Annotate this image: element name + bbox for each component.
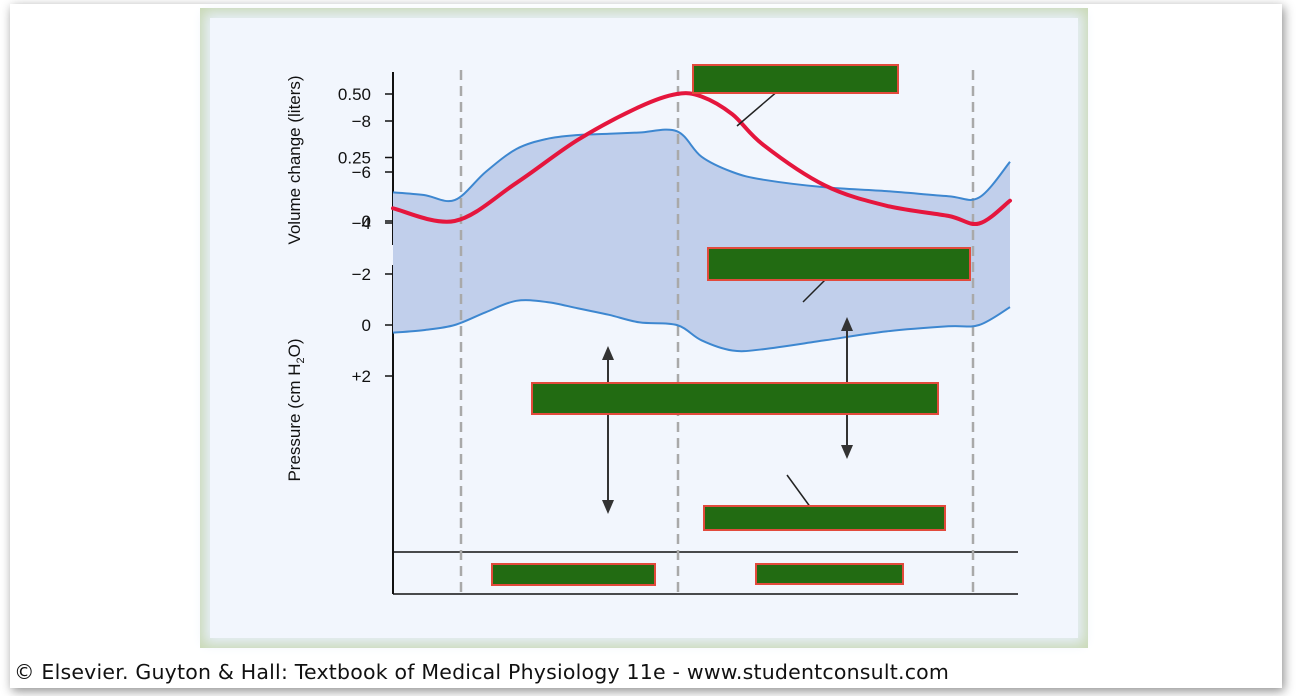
volume-axis-label: Volume change (liters) (285, 75, 304, 244)
inspiration-phase-box (491, 563, 656, 586)
alveolar-pressure-line (392, 299, 1011, 353)
transpulmonary-pressure-annotation-box (531, 382, 939, 415)
pressure-tick-label: −4 (352, 214, 371, 233)
pressure-upper-pointer (802, 278, 827, 303)
pressure-lower-pointer (786, 474, 812, 509)
pleural-pressure-line (392, 128, 1011, 203)
pressure-tick-label: −6 (352, 163, 371, 182)
pressure-tick-label: −2 (352, 265, 371, 284)
copyright-footer: © Elsevier. Guyton & Hall: Textbook of M… (14, 660, 950, 684)
alveolar-pressure-annotation-box (707, 247, 971, 281)
inspiration-gradient-arrow (602, 346, 614, 514)
pressure-band-fill (393, 129, 1010, 352)
pressure-axis-label: Pressure (cm H2O) (285, 338, 307, 481)
volume-tick-label: 0.25 (338, 149, 371, 168)
volume-tick-label: 0.50 (338, 85, 371, 104)
volume-change-line (391, 91, 1012, 227)
pressure-tick-label: +2 (352, 367, 371, 386)
pressure-tick-label: −8 (352, 112, 371, 131)
pressure-tick-label: 0 (362, 316, 371, 335)
volume-tick-label: 0 (362, 212, 371, 231)
pleural-pressure-annotation-box (703, 505, 946, 531)
volume-annotation-box (692, 64, 899, 94)
expiration-phase-box (755, 563, 904, 585)
volume-label-pointer (736, 89, 780, 127)
